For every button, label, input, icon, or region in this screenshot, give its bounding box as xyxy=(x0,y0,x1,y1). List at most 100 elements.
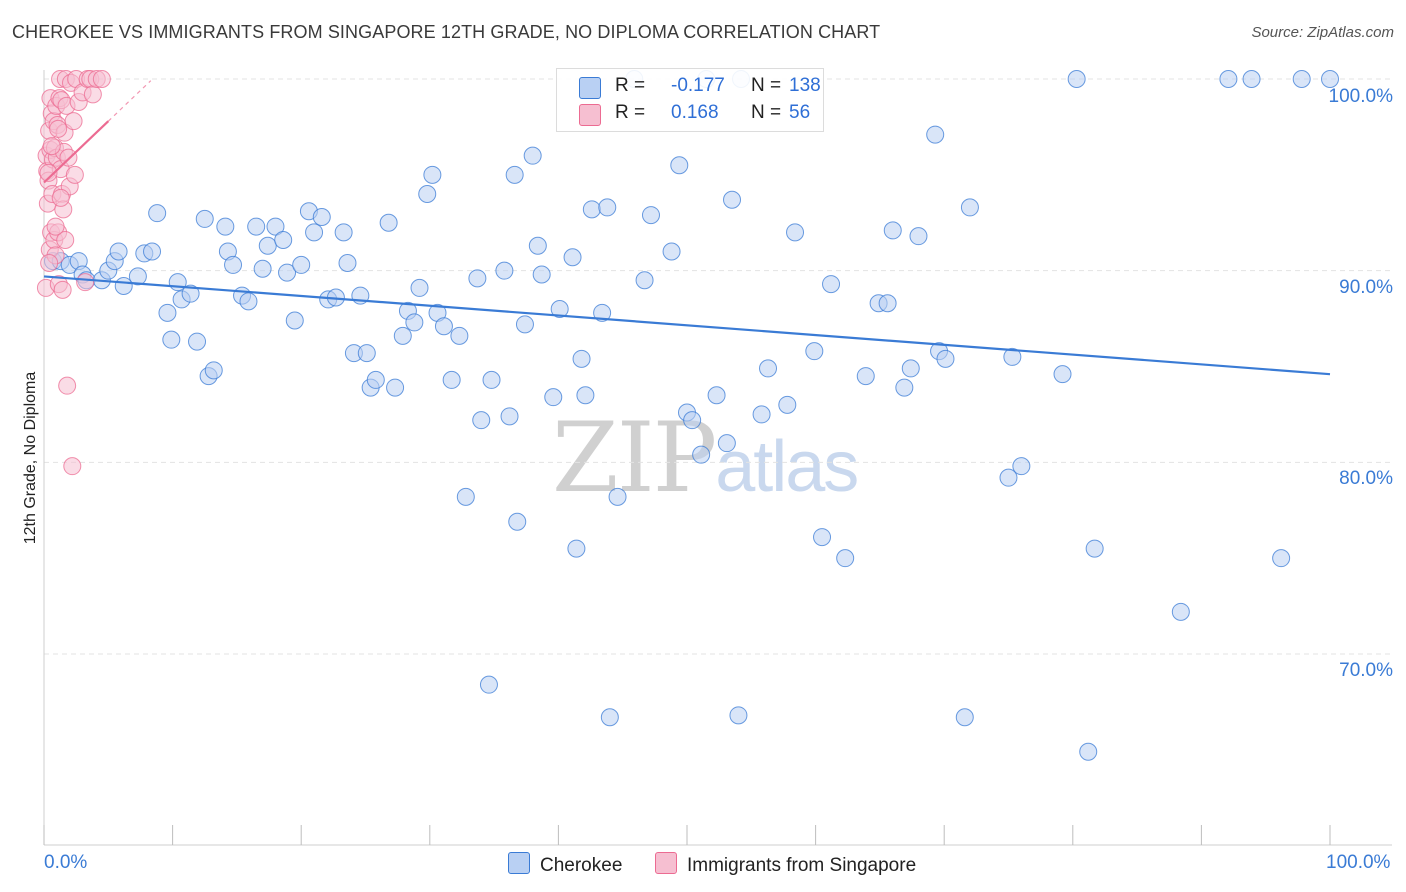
singapore-point xyxy=(92,70,111,88)
cherokee-point xyxy=(442,370,461,389)
cherokee-point xyxy=(204,361,223,380)
legend-label: Cherokee xyxy=(540,855,623,876)
legend-label: Immigrants from Singapore xyxy=(687,855,917,876)
watermark-atlas: atlas xyxy=(715,427,859,507)
cherokee-point xyxy=(926,125,945,144)
cherokee-point xyxy=(598,198,617,217)
cherokee-point xyxy=(582,200,601,219)
singapore-point xyxy=(58,376,77,395)
cherokee-point xyxy=(528,236,547,255)
cherokee-point xyxy=(1053,365,1072,384)
cherokee-point xyxy=(505,165,524,184)
cherokee-point xyxy=(338,254,357,272)
cherokee-point xyxy=(960,198,979,217)
cherokee-point xyxy=(434,317,453,336)
grid-layer xyxy=(44,78,1392,655)
r-label: R = xyxy=(615,102,646,123)
cherokee-point xyxy=(563,248,582,267)
cherokee-point xyxy=(641,206,660,225)
cherokee-point xyxy=(550,300,569,318)
cherokee-point xyxy=(955,708,974,727)
singapore-point xyxy=(46,217,65,236)
cherokee-point xyxy=(1003,347,1022,366)
n-value: 56 xyxy=(789,102,811,123)
trend-layer xyxy=(43,80,1331,376)
cherokee-point xyxy=(901,359,920,378)
cherokee-point xyxy=(1219,70,1238,88)
cherokee-point xyxy=(707,386,726,405)
cherokee-point xyxy=(418,185,437,203)
x-tick-label: 0.0% xyxy=(44,852,88,873)
singapore-point xyxy=(83,85,102,104)
singapore-point xyxy=(56,231,75,249)
cherokee-point xyxy=(216,217,235,236)
legend-item-singapore: Immigrants from Singapore xyxy=(655,852,916,877)
n-label: N = xyxy=(751,75,782,96)
cherokee-point xyxy=(1171,602,1190,621)
cherokee-point xyxy=(635,271,654,290)
cherokee-point xyxy=(508,512,527,531)
cherokee-point xyxy=(600,708,619,727)
cherokee-point xyxy=(532,265,551,284)
singapore-swatch xyxy=(579,104,601,126)
singapore-point xyxy=(63,457,82,476)
cherokee-point xyxy=(895,378,914,397)
singapore-point xyxy=(39,163,58,182)
cherokee-point xyxy=(1321,70,1339,88)
cherokee-swatch xyxy=(508,852,530,874)
r-value: -0.177 xyxy=(671,75,725,96)
cherokee-point xyxy=(856,367,875,386)
x-tick-label: 100.0% xyxy=(1326,852,1391,873)
cherokee-point xyxy=(285,311,304,330)
cherokee-point xyxy=(292,255,311,274)
y-tick-label: 70.0% xyxy=(1339,660,1393,681)
singapore-swatch xyxy=(655,852,677,874)
cherokee-point xyxy=(266,217,285,236)
cherokee-point xyxy=(423,165,442,184)
legend: R = -0.177 N = 138 R = 0.168 N = 56 xyxy=(556,68,824,132)
cherokee-point xyxy=(224,255,243,274)
cherokee-point xyxy=(786,223,805,242)
cherokee-point xyxy=(1067,70,1086,88)
cherokee-point xyxy=(936,349,955,368)
singapore-point xyxy=(65,165,84,184)
cherokee-point xyxy=(813,528,832,547)
cherokee-point xyxy=(143,242,162,261)
cherokee-point xyxy=(258,236,277,255)
cherokee-point xyxy=(109,242,128,261)
cherokee-trend-line xyxy=(43,275,1331,376)
y-tick-label: 80.0% xyxy=(1339,468,1393,489)
cherokee-point xyxy=(523,146,542,165)
source-credit: Source: ZipAtlas.com xyxy=(1251,24,1394,41)
cherokee-point xyxy=(883,221,902,240)
cherokee-point xyxy=(386,378,405,397)
chart-title: CHEROKEE VS IMMIGRANTS FROM SINGAPORE 12… xyxy=(12,22,881,42)
cherokee-point xyxy=(253,259,272,278)
cherokee-point xyxy=(576,386,595,405)
cherokee-point xyxy=(822,275,841,294)
cherokee-point xyxy=(999,468,1018,487)
points-layer xyxy=(36,70,1339,761)
r-value: 0.168 xyxy=(671,102,719,123)
cherokee-point xyxy=(1292,70,1311,88)
y-tick-label: 100.0% xyxy=(1328,86,1393,107)
cherokee-point xyxy=(274,231,293,249)
cherokee-point xyxy=(1079,742,1098,761)
cherokee-point xyxy=(778,395,797,414)
cherokee-point xyxy=(312,208,331,226)
cherokee-point xyxy=(683,411,702,430)
cherokee-point xyxy=(162,330,181,349)
cherokee-point xyxy=(482,370,501,389)
singapore-point xyxy=(53,280,72,299)
r-label: R = xyxy=(615,75,646,96)
cherokee-point xyxy=(393,326,412,345)
cherokee-point xyxy=(878,294,897,313)
cherokee-point xyxy=(692,445,711,464)
cherokee-point xyxy=(729,706,748,725)
cherokee-point xyxy=(239,292,258,311)
cherokee-point xyxy=(909,227,928,246)
cherokee-point xyxy=(456,487,475,506)
cherokee-point xyxy=(805,342,824,361)
cherokee-point xyxy=(357,344,376,363)
cherokee-point xyxy=(1242,70,1261,88)
